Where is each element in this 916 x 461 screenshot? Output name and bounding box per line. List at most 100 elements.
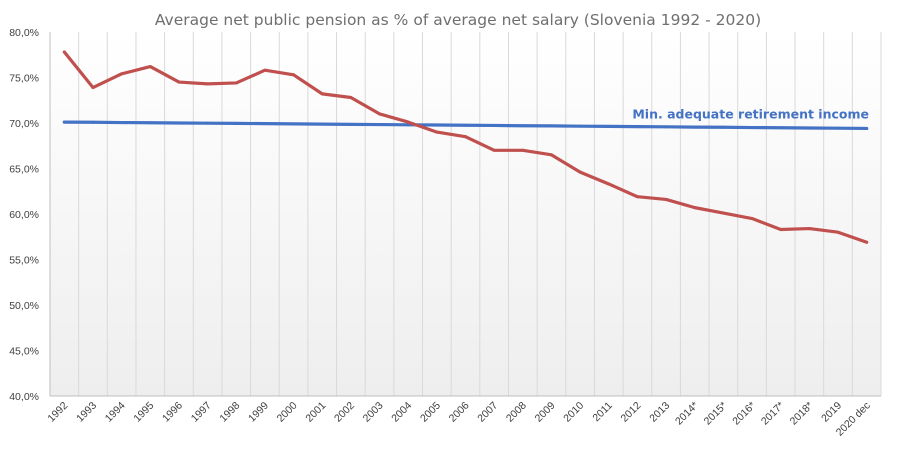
min-adequate-point [549, 124, 553, 128]
x-tick-label: 2003 [361, 400, 386, 425]
min-adequate-point [234, 121, 238, 125]
pension-ratio-point [521, 148, 525, 152]
pension-ratio-point [234, 81, 238, 85]
pension-ratio-point [721, 211, 725, 215]
pension-ratio-point [807, 227, 811, 231]
pension-ratio-point [349, 96, 353, 100]
min-adequate-point [635, 125, 639, 129]
min-adequate-point [721, 125, 725, 129]
pension-ratio-point [435, 130, 439, 134]
pension-ratio-point [292, 73, 296, 77]
y-tick-label: 50,0% [9, 300, 39, 312]
x-tick-label: 2011 [590, 400, 615, 425]
series-group: Min. adequate retirement incomeAverage n… [62, 50, 869, 244]
min-adequate-point [807, 126, 811, 130]
x-tick-label: 1994 [103, 400, 128, 425]
axes [49, 32, 881, 397]
min-adequate-point [492, 123, 496, 127]
min-adequate-point [750, 126, 754, 130]
x-tick-label: 2005 [418, 400, 443, 425]
pension-ratio-point [836, 230, 840, 234]
min-adequate-point [91, 120, 95, 124]
min-adequate-point [578, 124, 582, 128]
pension-ratio-point [779, 227, 783, 231]
pension-ratio-point [177, 80, 181, 84]
pension-ratio-point [750, 217, 754, 221]
min-adequate-point [177, 121, 181, 125]
x-tick-label: 1997 [189, 400, 214, 425]
x-tick-label: 1999 [246, 400, 271, 425]
min-adequate-point [435, 123, 439, 127]
x-tick-label: 2001 [303, 400, 328, 425]
min-adequate-point [865, 126, 869, 130]
x-tick-label: 2010 [561, 400, 586, 425]
grid-lines [49, 32, 882, 396]
min-adequate-point [406, 123, 410, 127]
y-tick-label: 40,0% [9, 391, 39, 403]
min-adequate-point [693, 125, 697, 129]
plot-area [50, 32, 881, 396]
pension-ratio-point [120, 72, 124, 76]
x-tick-label: 1993 [74, 400, 99, 425]
min-adequate-point [779, 126, 783, 130]
x-tick-label: 2006 [447, 400, 472, 425]
pension-ratio-point [664, 197, 668, 201]
x-tick-label: 1995 [131, 400, 156, 425]
pension-ratio-point [578, 170, 582, 174]
pension-ratio-point [263, 68, 267, 72]
pension-ratio-point [378, 112, 382, 116]
x-tick-label: 1996 [160, 400, 185, 425]
y-tick-label: 55,0% [9, 255, 39, 267]
pension-ratio-point [549, 153, 553, 157]
y-tick-label: 70,0% [9, 118, 39, 130]
x-tick-label: 2012 [619, 400, 644, 425]
y-tick-label: 75,0% [9, 73, 39, 85]
pension-ratio-point [464, 135, 467, 139]
x-tick-label: 2008 [504, 400, 529, 425]
y-tick-label: 80,0% [9, 27, 39, 39]
min-adequate-point [206, 121, 210, 125]
min-adequate-point [607, 124, 611, 128]
min-adequate-point [664, 125, 668, 129]
x-tick-label: 2009 [533, 400, 558, 425]
min-adequate-point [521, 124, 525, 128]
pension-ratio-point [607, 182, 611, 186]
x-tick-label: 2013 [647, 400, 672, 425]
min-adequate-point [292, 122, 296, 126]
pension-ratio-point [492, 148, 496, 152]
x-tick-label: 2016* [730, 400, 758, 428]
x-tick-label: 2002 [332, 400, 357, 425]
y-tick-label: 60,0% [9, 209, 39, 221]
pension-ratio-point [320, 92, 324, 96]
y-tick-label: 65,0% [9, 164, 39, 176]
min-adequate-point [349, 122, 353, 126]
x-tick-label: 2019 [819, 400, 844, 425]
x-tick-label: 2000 [275, 400, 300, 425]
x-tick-label: 2015* [702, 400, 730, 428]
pension-ratio-point [148, 65, 152, 69]
min-adequate-point [320, 122, 324, 126]
pension-ratio-point [62, 50, 66, 54]
x-tick-label: 1998 [217, 400, 242, 425]
pension-ratio-point [635, 195, 639, 199]
x-tick-label: 2017* [759, 400, 787, 428]
y-tick-label: 45,0% [9, 346, 39, 358]
min-adequate-point [120, 121, 124, 125]
x-tick-label: 2007 [475, 400, 500, 425]
pension-ratio-point [206, 82, 210, 86]
x-tick-label: 1992 [45, 400, 70, 425]
x-tick-label: 2018* [788, 400, 816, 428]
min-adequate-point [62, 120, 66, 124]
min-adequate-point [464, 123, 467, 127]
chart-title: Average net public pension as % of avera… [155, 11, 761, 29]
pension-ratio-point [865, 240, 869, 244]
min-adequate-point [378, 123, 382, 127]
x-tick-label: 2014* [673, 400, 701, 428]
pension-ratio-point [693, 206, 697, 210]
min-adequate-point [263, 122, 267, 126]
x-tick-label: 2004 [389, 400, 414, 425]
pension-ratio-point [91, 86, 95, 90]
pension-ratio-point [406, 120, 410, 124]
